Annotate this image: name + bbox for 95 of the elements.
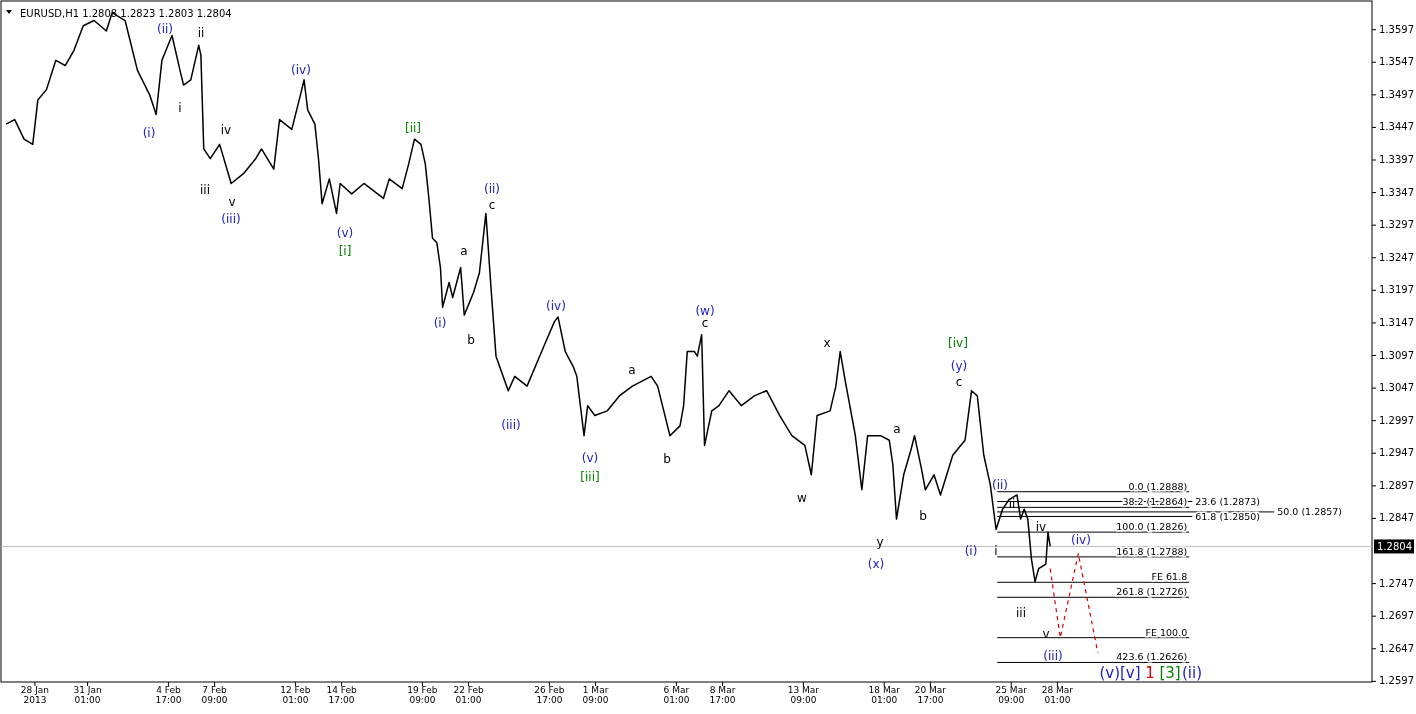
ref-line-label: 100.0 (1.2826) — [1116, 521, 1188, 533]
x-tick-label: 31 Jan 01:00 — [73, 685, 102, 705]
ref-line-label: 61.8 (1.2850) — [1195, 510, 1261, 522]
annotation: (i) — [964, 543, 978, 558]
x-tick-label: 25 Mar 09:00 — [995, 685, 1028, 705]
annotation: c — [701, 315, 709, 330]
annotation: iv — [220, 122, 232, 137]
y-tick-label: 1.2997 — [1379, 414, 1414, 426]
annotation: y — [876, 534, 884, 549]
y-tick-label: 1.3097 — [1379, 349, 1414, 361]
annotation: [i] — [338, 243, 352, 258]
x-tick-label: 7 Feb 09:00 — [201, 685, 228, 705]
annotation: (x) — [867, 556, 885, 571]
annotation: a — [628, 362, 636, 377]
x-tick-label: 28 Jan 2013 — [20, 685, 50, 705]
y-tick-label: 1.3497 — [1379, 88, 1414, 100]
annotation: (ii) — [483, 181, 501, 196]
annotation: iii — [199, 182, 211, 197]
annotation: c — [488, 197, 496, 212]
y-tick-label: 1.2647 — [1379, 642, 1414, 654]
annotation: a — [460, 243, 468, 258]
annotation: b — [663, 451, 671, 466]
annotation: (v)[v] — [1099, 663, 1141, 682]
x-tick-label: 13 Mar 09:00 — [787, 685, 820, 705]
x-tick-label: 22 Feb 01:00 — [453, 685, 484, 705]
annotation: x — [823, 335, 831, 350]
ref-line-label: 261.8 (1.2726) — [1116, 586, 1188, 598]
annotation: (y) — [950, 358, 968, 373]
x-tick-label: 1 Mar 09:00 — [582, 685, 609, 705]
annotation: i — [994, 543, 998, 558]
annotation: (i) — [142, 125, 156, 140]
ref-line-label: 1.2804 — [1377, 541, 1412, 553]
annotation: (iii) — [221, 211, 241, 226]
y-tick-label: 1.3547 — [1379, 56, 1414, 68]
x-tick-label: 4 Feb 17:00 — [155, 685, 182, 705]
annotation: i — [178, 100, 182, 115]
x-tick-label: 26 Feb 17:00 — [534, 685, 565, 705]
annotation: (iv) — [1071, 532, 1091, 547]
annotation: (iv) — [291, 62, 311, 77]
annotation: (iv) — [546, 298, 566, 313]
annotation: (w) — [695, 303, 715, 318]
y-tick-label: 1.2597 — [1379, 675, 1414, 687]
y-tick-label: 1.3247 — [1379, 251, 1414, 263]
ref-line-label: FE 100.0 — [1145, 626, 1188, 638]
y-tick-label: 1.3047 — [1379, 382, 1414, 394]
annotation: (ii) — [156, 21, 174, 36]
annotation: (iii) — [1043, 648, 1063, 663]
y-tick-label: 1.2697 — [1379, 610, 1414, 622]
annotation: iv — [1035, 519, 1047, 534]
text: EURUSD,H1 1.2808 1.2823 1.2803 1.2804 — [20, 8, 232, 19]
x-tick-label: 14 Feb 17:00 — [326, 685, 357, 705]
x-tick-label: 6 Mar 01:00 — [663, 685, 690, 705]
annotation: (ii) — [991, 477, 1009, 492]
y-tick-label: 1.3397 — [1379, 154, 1414, 166]
ref-line-label: 0.0 (1.2888) — [1128, 480, 1188, 492]
y-tick-label: 1.3447 — [1379, 121, 1414, 133]
ref-line-label: 161.8 (1.2788) — [1116, 545, 1188, 557]
x-tick-label: 19 Feb 09:00 — [407, 685, 438, 705]
x-tick-label: 8 Mar 17:00 — [709, 685, 736, 705]
annotation: v — [1042, 626, 1050, 641]
annotation: [iii] — [580, 469, 600, 484]
annotation: iii — [1015, 605, 1027, 620]
annotation: b — [919, 508, 927, 523]
annotation: (i) — [433, 315, 447, 330]
x-tick-label: 12 Feb 01:00 — [280, 685, 311, 705]
ref-line-label: 423.6 (1.2626) — [1116, 651, 1188, 663]
y-tick-label: 1.3147 — [1379, 316, 1414, 328]
annotation: v — [228, 194, 236, 209]
annotation: (iii) — [501, 417, 521, 432]
y-tick-label: 1.3597 — [1379, 23, 1414, 35]
annotation: ii — [197, 25, 205, 40]
annotation: (v) — [581, 450, 599, 465]
annotation: a — [893, 421, 901, 436]
annotation: 1 — [1145, 663, 1155, 682]
y-tick-label: 1.2947 — [1379, 447, 1414, 459]
y-tick-label: 1.2747 — [1379, 577, 1414, 589]
annotation: c — [955, 374, 963, 389]
annotation: [3] — [1159, 663, 1181, 682]
x-tick-label: 18 Mar 01:00 — [868, 685, 901, 705]
y-tick-label: 1.3197 — [1379, 284, 1414, 296]
annotation: (v) — [336, 225, 354, 240]
ref-line-label: 23.6 (1.2873) — [1195, 495, 1261, 507]
ref-line-label: FE 61.8 — [1151, 571, 1188, 583]
annotation: w — [797, 490, 808, 505]
annotation: b — [467, 332, 475, 347]
ref-line-label: 50.0 (1.2857) — [1277, 506, 1343, 518]
x-tick-label: 28 Mar 01:00 — [1041, 685, 1074, 705]
annotation: (ii) — [1181, 663, 1203, 682]
annotation: [ii] — [404, 120, 422, 135]
x-tick-label: 20 Mar 17:00 — [914, 685, 947, 705]
y-tick-label: 1.3347 — [1379, 186, 1414, 198]
y-tick-label: 1.2897 — [1379, 479, 1414, 491]
annotation: [iv] — [948, 335, 968, 350]
y-tick-label: 1.2847 — [1379, 512, 1414, 524]
y-tick-label: 1.3297 — [1379, 219, 1414, 231]
